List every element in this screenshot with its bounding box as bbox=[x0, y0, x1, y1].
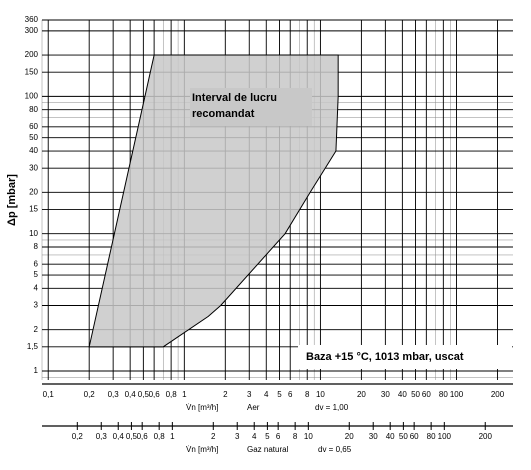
x-axis-label: V̇n [m³/h] bbox=[186, 403, 218, 412]
y-tick-label: 150 bbox=[25, 67, 39, 76]
annotation: Interval de lucru bbox=[192, 92, 277, 104]
x2-tick-label: 20 bbox=[345, 432, 354, 441]
x-tick-label: 10 bbox=[316, 390, 325, 399]
x2-tick-label: 6 bbox=[276, 432, 281, 441]
y-tick-label: 1,5 bbox=[27, 342, 39, 351]
y-tick-label: 300 bbox=[25, 26, 39, 35]
x-tick-label: 100 bbox=[450, 390, 464, 399]
x-tick-label: 3 bbox=[247, 390, 252, 399]
y-tick-label: 1 bbox=[34, 366, 39, 375]
x2-tick-label: 0,3 bbox=[96, 432, 108, 441]
y-tick-label: 6 bbox=[34, 259, 39, 268]
y-tick-label: 15 bbox=[29, 205, 38, 214]
x-tick-label: 80 bbox=[439, 390, 448, 399]
x2-axis-label: V̇n [m³/h] bbox=[186, 445, 218, 454]
y-tick-label: 200 bbox=[25, 50, 39, 59]
x2-tick-label: 0,5 bbox=[126, 432, 138, 441]
x2-tick-label: 60 bbox=[410, 432, 419, 441]
y-tick-label: 3 bbox=[34, 301, 39, 310]
x2-tick-label: 100 bbox=[438, 432, 452, 441]
x-tick-label: 5 bbox=[277, 390, 282, 399]
y-tick-label: 8 bbox=[34, 242, 39, 251]
recommended-region bbox=[88, 54, 339, 348]
y-axis-label: Δp [mbar] bbox=[6, 174, 18, 226]
y-tick-label: 360 bbox=[25, 15, 39, 24]
x2-tick-label: 30 bbox=[369, 432, 378, 441]
note: Baza +15 °C, 1013 mbar, uscat bbox=[306, 351, 464, 363]
x2-axis-label: dv = 0,65 bbox=[318, 445, 352, 454]
x-tick-label: 0,6 bbox=[149, 390, 161, 399]
x-tick-label: 30 bbox=[381, 390, 390, 399]
x-tick-label: 50 bbox=[411, 390, 420, 399]
x-tick-label: 2 bbox=[223, 390, 228, 399]
x2-tick-label: 80 bbox=[427, 432, 436, 441]
x2-tick-label: 10 bbox=[304, 432, 313, 441]
x2-tick-label: 5 bbox=[265, 432, 270, 441]
x-tick-label: 40 bbox=[398, 390, 407, 399]
y-tick-label: 50 bbox=[29, 133, 38, 142]
note-bg bbox=[298, 345, 512, 369]
x-tick-label: 0,4 bbox=[125, 390, 137, 399]
x-axis-label: Aer bbox=[247, 403, 260, 412]
x-axis-label: dv = 1,00 bbox=[315, 403, 349, 412]
x2-tick-label: 0,2 bbox=[72, 432, 84, 441]
x2-tick-label: 4 bbox=[252, 432, 257, 441]
y-tick-label: 60 bbox=[29, 122, 38, 131]
x-tick-label: 0,8 bbox=[166, 390, 178, 399]
y-tick-label: 100 bbox=[25, 91, 39, 100]
x-tick-label: 0,2 bbox=[84, 390, 96, 399]
x2-tick-label: 0,4 bbox=[113, 432, 125, 441]
x-tick-label: 0,5 bbox=[138, 390, 150, 399]
x-tick-label: 4 bbox=[264, 390, 269, 399]
x-tick-label: 1 bbox=[182, 390, 187, 399]
y-tick-label: 80 bbox=[29, 105, 38, 114]
x2-tick-label: 1 bbox=[170, 432, 175, 441]
y-tick-label: 20 bbox=[29, 187, 38, 196]
x2-tick-label: 0,6 bbox=[137, 432, 149, 441]
x2-tick-label: 200 bbox=[479, 432, 493, 441]
x2-tick-label: 2 bbox=[211, 432, 216, 441]
y-tick-label: 4 bbox=[34, 283, 39, 292]
y-tick-label: 5 bbox=[34, 270, 39, 279]
x2-axis-label: Gaz natural bbox=[247, 445, 289, 454]
x-tick-label: 60 bbox=[422, 390, 431, 399]
x2-tick-label: 8 bbox=[293, 432, 298, 441]
marks bbox=[88, 54, 339, 348]
annotation-bg bbox=[190, 88, 312, 126]
x2-tick-label: 50 bbox=[399, 432, 408, 441]
y-tick-label: 30 bbox=[29, 163, 38, 172]
annotation: recomandat bbox=[192, 108, 255, 120]
y-tick-label: 2 bbox=[34, 325, 39, 334]
x-tick-label: 0,1 bbox=[43, 390, 55, 399]
x-tick-label: 0,3 bbox=[108, 390, 120, 399]
x2-tick-label: 40 bbox=[386, 432, 395, 441]
x-tick-label: 200 bbox=[491, 390, 505, 399]
x-tick-label: 20 bbox=[357, 390, 366, 399]
y-tick-label: 10 bbox=[29, 229, 38, 238]
x2-tick-label: 3 bbox=[235, 432, 240, 441]
y-tick-label: 40 bbox=[29, 146, 38, 155]
labels: 11,5234568101520304050608010015020030036… bbox=[25, 15, 513, 441]
x2-tick-label: 0,8 bbox=[154, 432, 166, 441]
x-tick-label: 6 bbox=[288, 390, 293, 399]
x-tick-label: 8 bbox=[305, 390, 310, 399]
